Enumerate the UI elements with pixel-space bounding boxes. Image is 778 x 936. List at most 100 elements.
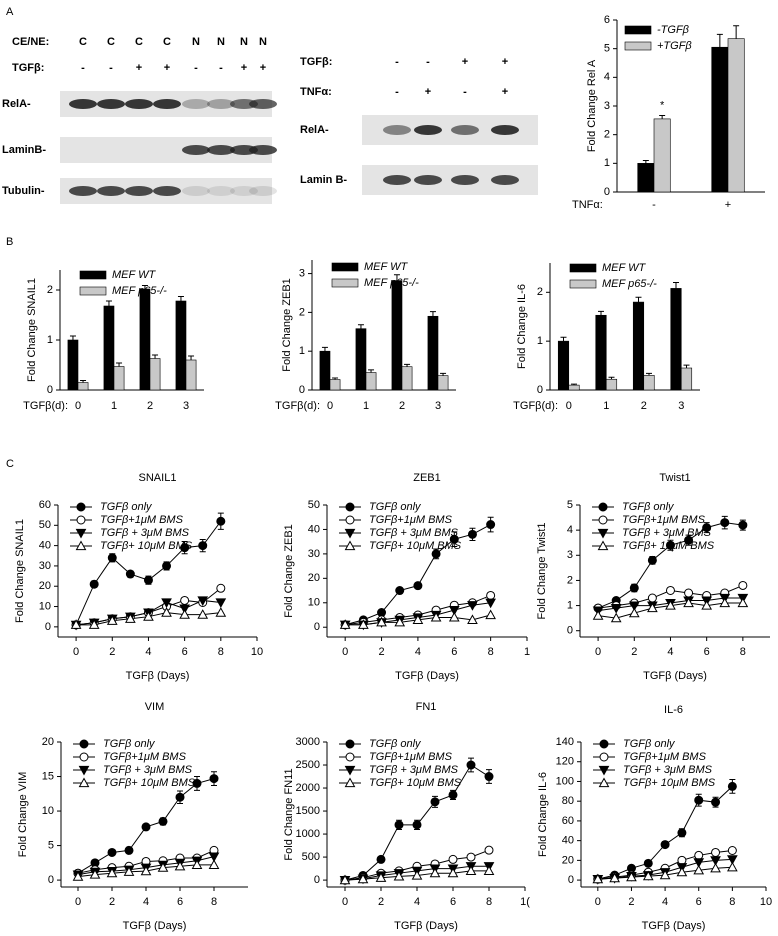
blot-band — [451, 125, 479, 135]
y-tick-label: 0 — [47, 384, 53, 396]
marker — [158, 816, 168, 826]
x-tick-label: 3 — [435, 400, 441, 412]
bar — [670, 288, 682, 391]
chart-title: SNAIL1 — [139, 472, 177, 484]
blot-header-cell: - — [109, 62, 113, 74]
blot-header-cell: - — [194, 62, 198, 74]
marker — [467, 601, 478, 611]
x-tick-label: 0 — [73, 646, 79, 658]
marker — [377, 608, 387, 618]
marker — [107, 553, 117, 563]
bar — [401, 366, 413, 391]
y-tick-label: 0 — [314, 874, 320, 886]
y-tick-label: 0 — [48, 874, 54, 886]
y-tick-label: 0 — [604, 186, 610, 198]
bar — [643, 375, 655, 391]
marker — [628, 601, 640, 612]
y-axis-label: Fold Change Rel A — [586, 59, 598, 152]
marker — [357, 873, 369, 884]
marker — [215, 598, 227, 609]
marker — [197, 596, 209, 606]
x-tick-label: 8 — [211, 896, 217, 908]
marker — [660, 840, 670, 850]
marker — [483, 865, 495, 875]
legend-label: TGFβ only — [623, 738, 676, 750]
blot-header-label: TNFα: — [300, 86, 332, 98]
bar — [175, 300, 187, 391]
legend-swatch — [569, 279, 597, 289]
legend-label: TGFβ only — [622, 501, 675, 513]
marker — [339, 874, 351, 885]
marker — [465, 865, 477, 875]
legend-label: TGFβ only — [100, 501, 153, 513]
y-tick-label: 40 — [39, 540, 51, 552]
marker — [157, 862, 169, 872]
legend-marker — [345, 515, 355, 525]
y-tick-label: 60 — [562, 815, 574, 827]
blot-header-cell: C — [163, 36, 171, 48]
marker — [430, 797, 440, 807]
blot-header-cell: N — [259, 36, 267, 48]
blot-band — [97, 186, 125, 196]
y-tick-label: 1500 — [296, 805, 320, 817]
marker — [175, 792, 185, 802]
legend-label: TGFβ+ 10μM BMS — [100, 540, 193, 552]
y-tick-label: 0 — [568, 874, 574, 886]
blot-header-cell: + — [241, 62, 247, 74]
annotation: * — [660, 99, 665, 111]
marker — [486, 590, 496, 600]
marker — [411, 869, 423, 880]
marker — [626, 871, 637, 882]
blot-band-label: Tubulin- — [2, 185, 45, 197]
bar — [637, 163, 655, 193]
blot-header-cell: - — [219, 62, 223, 74]
marker — [701, 600, 713, 610]
blot-header-cell: + — [136, 62, 142, 74]
marker — [143, 575, 153, 585]
blot-band — [207, 145, 235, 155]
marker — [412, 614, 424, 624]
blot-header-cell: C — [79, 36, 87, 48]
marker — [467, 614, 478, 624]
blot-band — [249, 145, 277, 155]
x-tick-label: 10 — [760, 896, 772, 908]
blot-header-label: TGFβ: — [300, 56, 332, 68]
y-tick-label: 20 — [308, 572, 320, 584]
marker — [192, 778, 202, 788]
y-tick-label: 15 — [42, 770, 54, 782]
marker — [647, 593, 657, 603]
marker — [209, 774, 219, 784]
y-tick-label: 20 — [562, 854, 574, 866]
blot-header-cell: N — [192, 36, 200, 48]
y-tick-label: 5 — [48, 839, 54, 851]
panel-label: C — [6, 458, 14, 470]
y-tick-label: 2 — [604, 129, 610, 141]
error-bar — [429, 311, 436, 317]
y-tick-label: 2 — [537, 286, 543, 298]
x-axis-label: TGFβ (Days) — [123, 920, 187, 932]
error-bar — [332, 377, 339, 380]
marker — [677, 855, 687, 865]
marker — [412, 820, 422, 830]
y-tick-label: 0 — [299, 384, 305, 396]
x-tick-label: 3 — [183, 400, 189, 412]
marker — [174, 860, 186, 871]
y-tick-label: 4 — [567, 524, 573, 536]
x-tick-label: 4 — [414, 896, 420, 908]
x-tick-label: 8 — [740, 646, 746, 658]
legend-label: TGFβ + 3μM BMS — [623, 764, 713, 776]
legend-label: TGFβ+ 10μM BMS — [623, 777, 716, 789]
x-tick-label: 2 — [631, 646, 637, 658]
x-tick-label: 8 — [729, 896, 735, 908]
x-tick-label: 6 — [450, 896, 456, 908]
legend-label: TGFβ only — [369, 738, 422, 750]
legend-label: MEF p65-/- — [364, 277, 419, 289]
error-bar — [635, 296, 642, 303]
blot-header-cell: + — [502, 86, 508, 98]
x-tick-label: 0 — [595, 896, 601, 908]
blot-header-cell: + — [425, 86, 431, 98]
y-axis-label: Fold Change ZEB1 — [281, 278, 293, 372]
x-axis-label: TGFβ(d): — [275, 400, 320, 412]
y-tick-label: 0 — [45, 621, 51, 633]
y-tick-label: 40 — [308, 523, 320, 535]
